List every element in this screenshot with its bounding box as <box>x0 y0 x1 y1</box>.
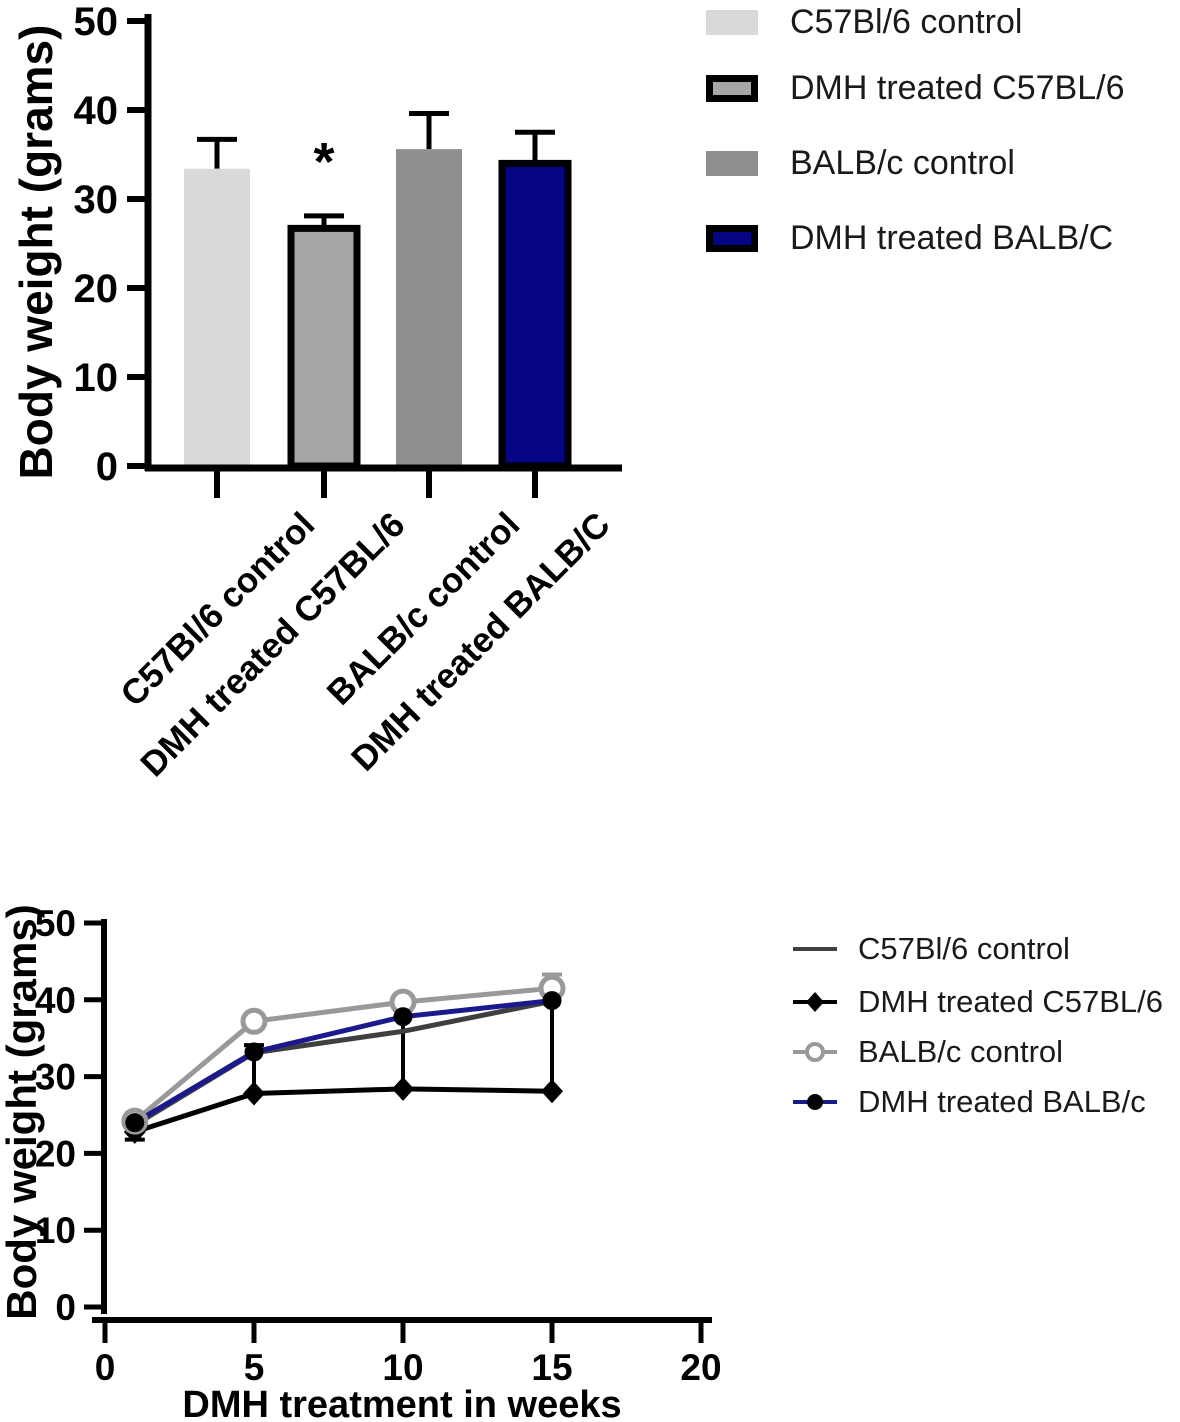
marker-diamond <box>392 1076 414 1101</box>
significance-asterisk: * <box>313 132 334 192</box>
legend-label: DMH treated BALB/c <box>858 1084 1146 1119</box>
legend-marker-open-circle <box>793 1042 837 1062</box>
y-tick-label: 0 <box>55 1287 76 1328</box>
bottom-chart-x-axis-title: DMH treatment in weeks <box>182 1384 622 1422</box>
line-series-2 <box>133 985 553 1124</box>
legend-item: C57Bl/6 control <box>792 931 1070 967</box>
bottom-chart-y-axis-title: Body weight (grams) <box>0 904 45 1320</box>
y-tick-label: 30 <box>35 1057 76 1098</box>
x-tick-label: 10 <box>382 1347 423 1388</box>
y-tick-label: 40 <box>35 980 76 1021</box>
legend-marker-diamond <box>793 992 837 1012</box>
legend-item: DMH treated C57BL/6 <box>792 984 1163 1020</box>
y-tick-label: 10 <box>74 356 119 400</box>
x-tick-label: 0 <box>95 1347 116 1388</box>
y-tick-label: 20 <box>74 267 119 311</box>
y-tick-label: 50 <box>35 903 76 944</box>
legend-swatch-dmh-c57bl6 <box>706 75 758 102</box>
y-tick-label: 40 <box>74 89 119 133</box>
y-tick-label: 20 <box>35 1133 76 1174</box>
x-tick-label: 20 <box>680 1347 721 1388</box>
legend-label: BALB/c control <box>858 1034 1064 1069</box>
legend-item: DMH treated BALB/C <box>706 219 1113 258</box>
legend-swatch-dmh-balbc <box>706 225 758 252</box>
legend-label: C57Bl/6 control <box>858 931 1070 966</box>
legend-item: DMH treated BALB/c <box>792 1084 1146 1120</box>
legend-label: DMH treated C57BL/6 <box>790 69 1125 107</box>
legend-label: C57Bl/6 control <box>790 3 1023 41</box>
marker-filled-circle <box>125 1113 145 1133</box>
legend-item: BALB/c control <box>792 1034 1063 1070</box>
marker-filled-circle <box>244 1042 264 1062</box>
marker-open-circle <box>240 1007 268 1035</box>
x-tick-label: 5 <box>244 1347 265 1388</box>
top-chart-y-axis-title: Body weight (grams) <box>10 24 62 480</box>
marker-filled-circle <box>542 991 562 1011</box>
marker-diamond <box>243 1081 265 1106</box>
y-tick-label: 30 <box>74 178 119 222</box>
legend-label: BALB/c control <box>790 144 1015 182</box>
legend-swatch-c57bl6-control <box>706 10 758 35</box>
legend-swatch-balbc-control <box>706 151 758 176</box>
legend-item: DMH treated C57BL/6 <box>706 69 1125 108</box>
legend-item: BALB/c control <box>706 144 1015 183</box>
marker-filled-circle <box>393 1007 413 1027</box>
bar-3 <box>498 159 572 470</box>
y-tick-label: 50 <box>74 0 119 44</box>
legend-marker-line <box>793 947 837 951</box>
legend-label: DMH treated C57BL/6 <box>858 984 1163 1019</box>
legend-item: C57Bl/6 control <box>706 3 1022 42</box>
y-tick-label: 0 <box>96 445 118 489</box>
legend-label: DMH treated BALB/C <box>790 219 1114 257</box>
line-series-3 <box>133 998 553 1125</box>
line-series-0 <box>133 998 553 1128</box>
bar-0 <box>184 168 250 467</box>
x-tick-label: 15 <box>531 1347 572 1388</box>
legend-marker-filled-circle <box>793 1094 837 1110</box>
y-tick-label: 10 <box>35 1210 76 1251</box>
line-series-1 <box>134 1086 553 1135</box>
bar-1 <box>287 224 361 470</box>
marker-diamond <box>541 1079 563 1104</box>
bar-2 <box>396 149 462 466</box>
